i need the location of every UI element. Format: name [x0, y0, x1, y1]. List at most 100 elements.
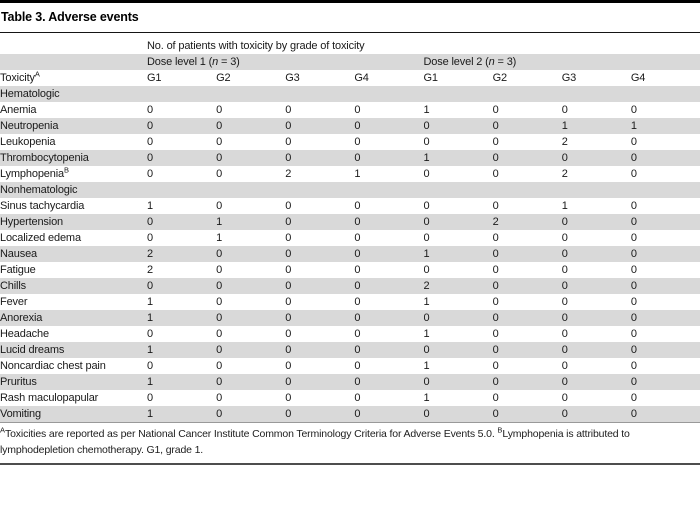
value-cell: 0 — [354, 328, 361, 340]
value-cell: 1 — [147, 344, 153, 356]
toxicity-label-text: Vomiting — [0, 408, 41, 420]
toxicity-column-header: ToxicityA — [0, 70, 147, 86]
value-cell: 0 — [492, 248, 499, 260]
value-cell: 0 — [354, 104, 361, 116]
toxicity-label-text: Headache — [0, 328, 49, 340]
value-cell: 0 — [216, 328, 223, 340]
value-cell: 0 — [561, 152, 568, 164]
value-cell: 2 — [147, 264, 153, 276]
value-cell: 0 — [216, 136, 223, 148]
value-cell: 1 — [423, 392, 430, 404]
dose-label-text: Dose level 1 ( — [147, 56, 213, 68]
value-cell: 0 — [285, 376, 292, 388]
toxicity-label-text: Chills — [0, 280, 26, 292]
section-row: Nonhematologic — [0, 182, 700, 198]
toxicity-label: Localized edema — [0, 230, 147, 246]
value-cell: 0 — [285, 152, 292, 164]
value-cell: 0 — [147, 328, 153, 340]
value-cell: 0 — [561, 280, 568, 292]
value-cell: 2 — [285, 168, 292, 180]
value-cell: 0 — [147, 392, 153, 404]
value-cell: 0 — [630, 200, 637, 212]
value-cell: 0 — [216, 152, 223, 164]
value-cell: 0 — [630, 360, 637, 372]
value-cell: 0 — [285, 216, 292, 228]
value-cell: 0 — [147, 216, 153, 228]
value-cell: 0 — [423, 136, 430, 148]
toxicity-label-text: Fever — [0, 296, 28, 308]
value-cell: 0 — [561, 216, 568, 228]
value-cell: 0 — [285, 312, 292, 324]
value-cell: 0 — [423, 264, 430, 276]
toxicity-row: Vomiting 1 0 0 0 0 0 0 0 — [0, 406, 700, 422]
value-cell: 0 — [561, 360, 568, 372]
section-header: Hematologic — [0, 88, 60, 100]
value-cell: 0 — [423, 200, 430, 212]
toxicity-row: Sinus tachycardia 1 0 0 0 0 0 1 0 — [0, 198, 700, 214]
value-cell: 1 — [147, 312, 153, 324]
group-header-row: No. of patients with toxicity by grade o… — [0, 38, 700, 54]
value-cell: 0 — [561, 104, 568, 116]
value-cell: 2 — [561, 136, 568, 148]
superscript: A — [34, 70, 40, 79]
toxicity-label: Neutropenia — [0, 118, 147, 134]
value-cell: 0 — [630, 376, 637, 388]
toxicity-row: Rash maculopapular 0 0 0 0 1 0 0 0 — [0, 390, 700, 406]
toxicity-row: Localized edema 0 1 0 0 0 0 0 0 — [0, 230, 700, 246]
value-cell: 1 — [423, 296, 430, 308]
toxicity-row: Leukopenia 0 0 0 0 0 0 2 0 — [0, 134, 700, 150]
value-cell: 0 — [561, 312, 568, 324]
value-cell: 1 — [147, 408, 153, 420]
value-cell: 0 — [630, 152, 637, 164]
toxicity-row: Fatigue 2 0 0 0 0 0 0 0 — [0, 262, 700, 278]
toxicity-row: Pruritus 1 0 0 0 0 0 0 0 — [0, 374, 700, 390]
toxicity-row: Chills 0 0 0 0 2 0 0 0 — [0, 278, 700, 294]
toxicity-label: Fatigue — [0, 262, 147, 278]
value-cell: 0 — [492, 168, 499, 180]
value-cell: 0 — [285, 248, 292, 260]
toxicity-label-text: Localized edema — [0, 232, 81, 244]
value-cell: 0 — [354, 376, 361, 388]
toxicity-label: Nausea — [0, 246, 147, 262]
value-cell: 1 — [630, 120, 637, 132]
toxicity-label: Anemia — [0, 102, 147, 118]
toxicity-label: Anorexia — [0, 310, 147, 326]
value-cell: 0 — [216, 376, 223, 388]
value-cell: 0 — [492, 344, 499, 356]
value-cell: 0 — [423, 216, 430, 228]
footnote-line: AToxicities are reported as per National… — [0, 426, 700, 443]
toxicity-label: Hypertension — [0, 214, 147, 230]
toxicity-label: Rash maculopapular — [0, 390, 147, 406]
value-cell: 0 — [216, 296, 223, 308]
value-cell: 0 — [630, 264, 637, 276]
value-cell: 1 — [561, 120, 568, 132]
toxicity-label-text: Anemia — [0, 104, 37, 116]
toxicity-label: LymphopeniaB — [0, 166, 147, 182]
dose-level-row: Dose level 1 (n = 3) Dose level 2 (n = 3… — [0, 54, 700, 70]
toxicity-row: Nausea 2 0 0 0 1 0 0 0 — [0, 246, 700, 262]
value-cell: 0 — [285, 408, 292, 420]
value-cell: 0 — [423, 376, 430, 388]
value-cell: 0 — [147, 168, 153, 180]
value-cell: 0 — [630, 312, 637, 324]
value-cell: 0 — [561, 328, 568, 340]
empty-cell — [0, 38, 147, 54]
value-cell: 2 — [492, 216, 499, 228]
toxicity-row: Lucid dreams 1 0 0 0 0 0 0 0 — [0, 342, 700, 358]
value-cell: 0 — [561, 392, 568, 404]
value-cell: 0 — [561, 344, 568, 356]
value-cell: 1 — [216, 232, 223, 244]
value-cell: 0 — [285, 296, 292, 308]
toxicity-label: Chills — [0, 278, 147, 294]
value-cell: 0 — [630, 408, 637, 420]
value-cell: 0 — [561, 248, 568, 260]
value-cell: 0 — [492, 408, 499, 420]
toxicity-label-text: Lymphopenia — [0, 168, 64, 180]
value-cell: 0 — [354, 136, 361, 148]
value-cell: 0 — [354, 216, 361, 228]
value-cell: 1 — [147, 200, 153, 212]
n-variable: n — [488, 56, 495, 68]
value-cell: 0 — [147, 232, 153, 244]
toxicity-row: Anemia 0 0 0 0 1 0 0 0 — [0, 102, 700, 118]
value-cell: 0 — [216, 312, 223, 324]
